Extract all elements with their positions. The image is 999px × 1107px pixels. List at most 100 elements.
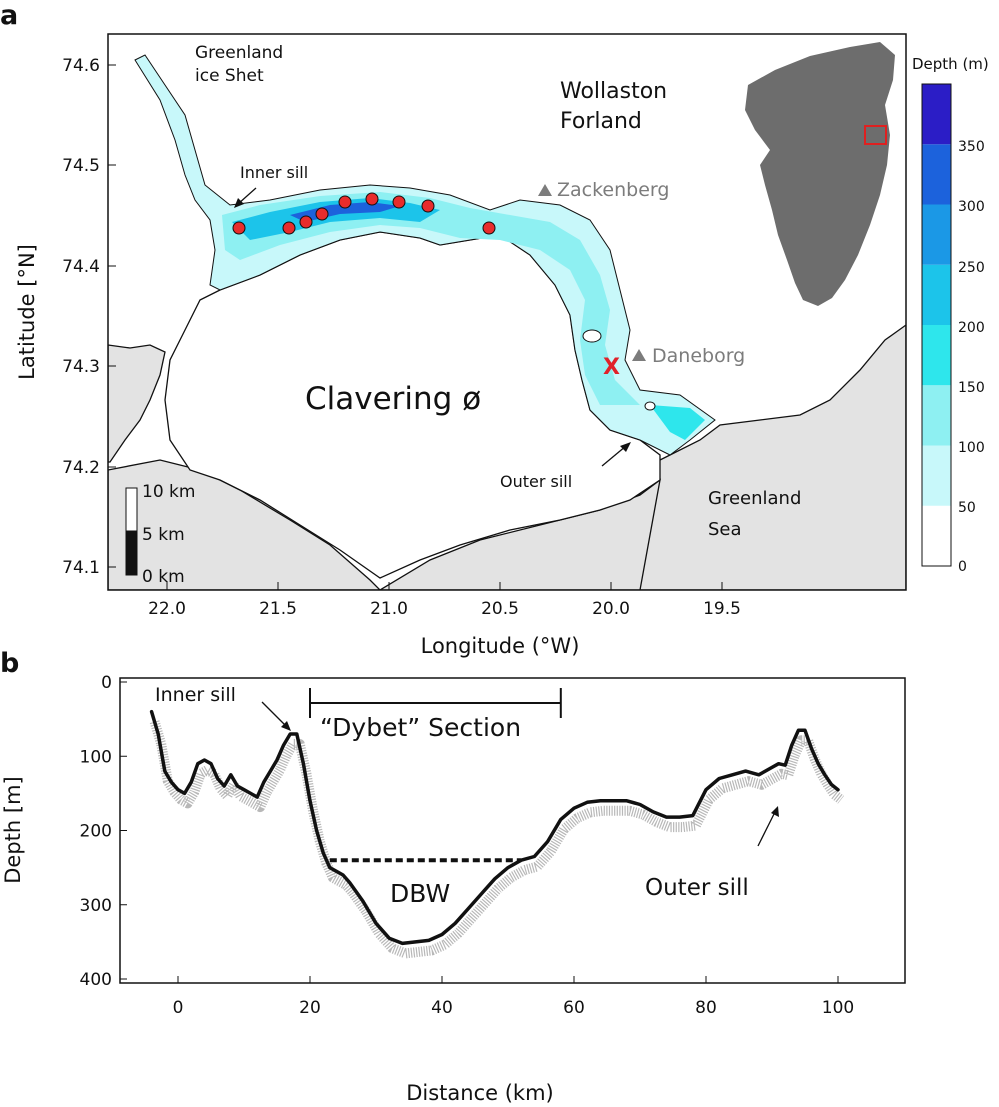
station-marker <box>299 215 313 229</box>
zackenberg-label: Zackenberg <box>557 179 669 201</box>
latitude-axis-title: Latitude [°N] <box>15 244 39 380</box>
depth-colorbar: Depth (m) 350 300 250 200 150 100 50 0 <box>912 55 989 575</box>
lat-tick-label: 74.5 <box>62 156 100 176</box>
inner-sill-profile-label: Inner sill <box>155 684 236 706</box>
y-tick-label: 100 <box>80 747 112 767</box>
y-tick-label: 300 <box>80 896 112 916</box>
colorbar-tick: 0 <box>958 559 967 575</box>
clavering-label: Clavering ø <box>305 381 481 417</box>
inner-sill-profile-arrowhead <box>281 721 291 731</box>
zackenberg-triangle-icon <box>538 184 552 196</box>
map-frame <box>107 33 907 591</box>
lon-tick-label: 20.5 <box>481 599 519 619</box>
outer-sill-arrow <box>601 445 627 467</box>
southwest-land <box>108 459 381 590</box>
lat-tick-label: 74.3 <box>62 357 100 377</box>
inner-sill-label: Inner sill <box>240 163 308 182</box>
dbw-label: DBW <box>390 879 450 908</box>
depth-axis-title: Depth [m] <box>1 776 25 883</box>
colorbar-tick: 300 <box>958 199 985 215</box>
colorbar-tick: 350 <box>958 139 985 155</box>
scale-bar: 10 km 5 km 0 km <box>125 482 195 587</box>
profile-shadow <box>149 720 845 959</box>
colorbar-band <box>922 445 951 506</box>
colorbar-tick: 200 <box>958 320 985 336</box>
small-island <box>582 329 602 343</box>
station-marker <box>365 192 379 206</box>
x-tick-label: 100 <box>822 998 854 1018</box>
outer-sill-profile-arrow <box>757 811 776 847</box>
profile-frame <box>119 677 906 984</box>
scale-label-mid: 5 km <box>142 525 185 545</box>
colorbar-tick: 150 <box>958 380 985 396</box>
x-tick-label: 20 <box>299 998 321 1018</box>
x-tick-label: 0 <box>173 998 184 1018</box>
station-marker <box>392 195 406 209</box>
panel-b-label: b <box>0 648 19 679</box>
greenland-silhouette <box>745 42 895 306</box>
small-island <box>644 401 656 411</box>
southeast-land <box>639 324 906 590</box>
ice-sheet-label: Greenland <box>195 43 283 63</box>
outer-sill-label: Outer sill <box>500 472 572 491</box>
colorbar-bands <box>922 84 951 566</box>
scale-bar-upper <box>125 487 138 532</box>
colorbar-band <box>922 505 951 566</box>
outer-sill-arrowhead <box>620 442 631 452</box>
station-marker <box>282 221 296 235</box>
lat-tick-label: 74.1 <box>62 558 100 578</box>
y-tick-label: 0 <box>101 673 112 693</box>
colorbar-tick: 250 <box>958 260 985 276</box>
colorbar-band <box>922 385 951 446</box>
colorbar-band <box>922 264 951 325</box>
colorbar-band <box>922 84 951 145</box>
station-marker <box>315 207 329 221</box>
x-tick-label: 40 <box>431 998 453 1018</box>
lon-tick-label: 19.5 <box>703 599 741 619</box>
wollaston-label: Forland <box>560 109 642 134</box>
west-land <box>108 344 166 463</box>
scale-label-top: 10 km <box>142 482 195 502</box>
colorbar-title: Depth (m) <box>912 55 989 73</box>
ice-sheet-label: ice Shet <box>195 66 264 86</box>
longitude-axis-title: Longitude (°W) <box>421 634 580 658</box>
scale-label-bottom: 0 km <box>142 567 185 587</box>
profile-ticks: 0 20 40 60 80 100 0 100 200 300 400 <box>80 673 855 1018</box>
station-marker <box>482 221 496 235</box>
inner-sill-arrowhead <box>234 198 244 208</box>
lon-axis: 22.0 21.5 21.0 20.5 20.0 19.5 <box>148 582 741 619</box>
lat-tick-label: 74.6 <box>62 56 100 76</box>
y-tick-label: 400 <box>80 970 112 990</box>
wollaston-label: Wollaston <box>560 79 667 104</box>
station-marker <box>421 199 435 213</box>
outer-sill-profile-label: Outer sill <box>645 875 749 901</box>
colorbar-tick: 50 <box>958 500 976 516</box>
colorbar-band <box>922 325 951 386</box>
colorbar-frame <box>921 83 952 567</box>
colorbar-tick: 100 <box>958 440 985 456</box>
outer-basin <box>650 405 705 440</box>
greenland-sea-label: Sea <box>708 519 742 540</box>
lat-axis: 74.6 74.5 74.4 74.3 74.2 74.1 <box>62 56 116 578</box>
lon-tick-label: 21.0 <box>370 599 408 619</box>
panel-a-label: a <box>0 0 18 31</box>
station-markers <box>232 192 496 235</box>
outer-sill-profile-arrowhead <box>771 806 779 817</box>
lon-tick-label: 22.0 <box>148 599 186 619</box>
greenland-sea-label: Greenland <box>708 488 801 509</box>
station-marker <box>232 221 246 235</box>
x-tick-label: 80 <box>695 998 717 1018</box>
depth-profile-panel: 0 20 40 60 80 100 0 100 200 300 400 Inner sill “Dy… <box>1 673 906 1105</box>
mooring-x-marker: X <box>603 355 620 380</box>
daneborg-label: Daneborg <box>652 345 745 367</box>
colorbar-band <box>922 144 951 205</box>
daneborg-triangle-icon <box>632 349 646 361</box>
lat-tick-label: 74.2 <box>62 458 100 478</box>
y-tick-label: 200 <box>80 822 112 842</box>
station-marker <box>338 195 352 209</box>
inner-sill-profile-arrow <box>261 701 287 727</box>
colorbar-band <box>922 204 951 265</box>
x-tick-label: 60 <box>563 998 585 1018</box>
greenland-inset <box>745 42 895 306</box>
lon-tick-label: 20.0 <box>592 599 630 619</box>
